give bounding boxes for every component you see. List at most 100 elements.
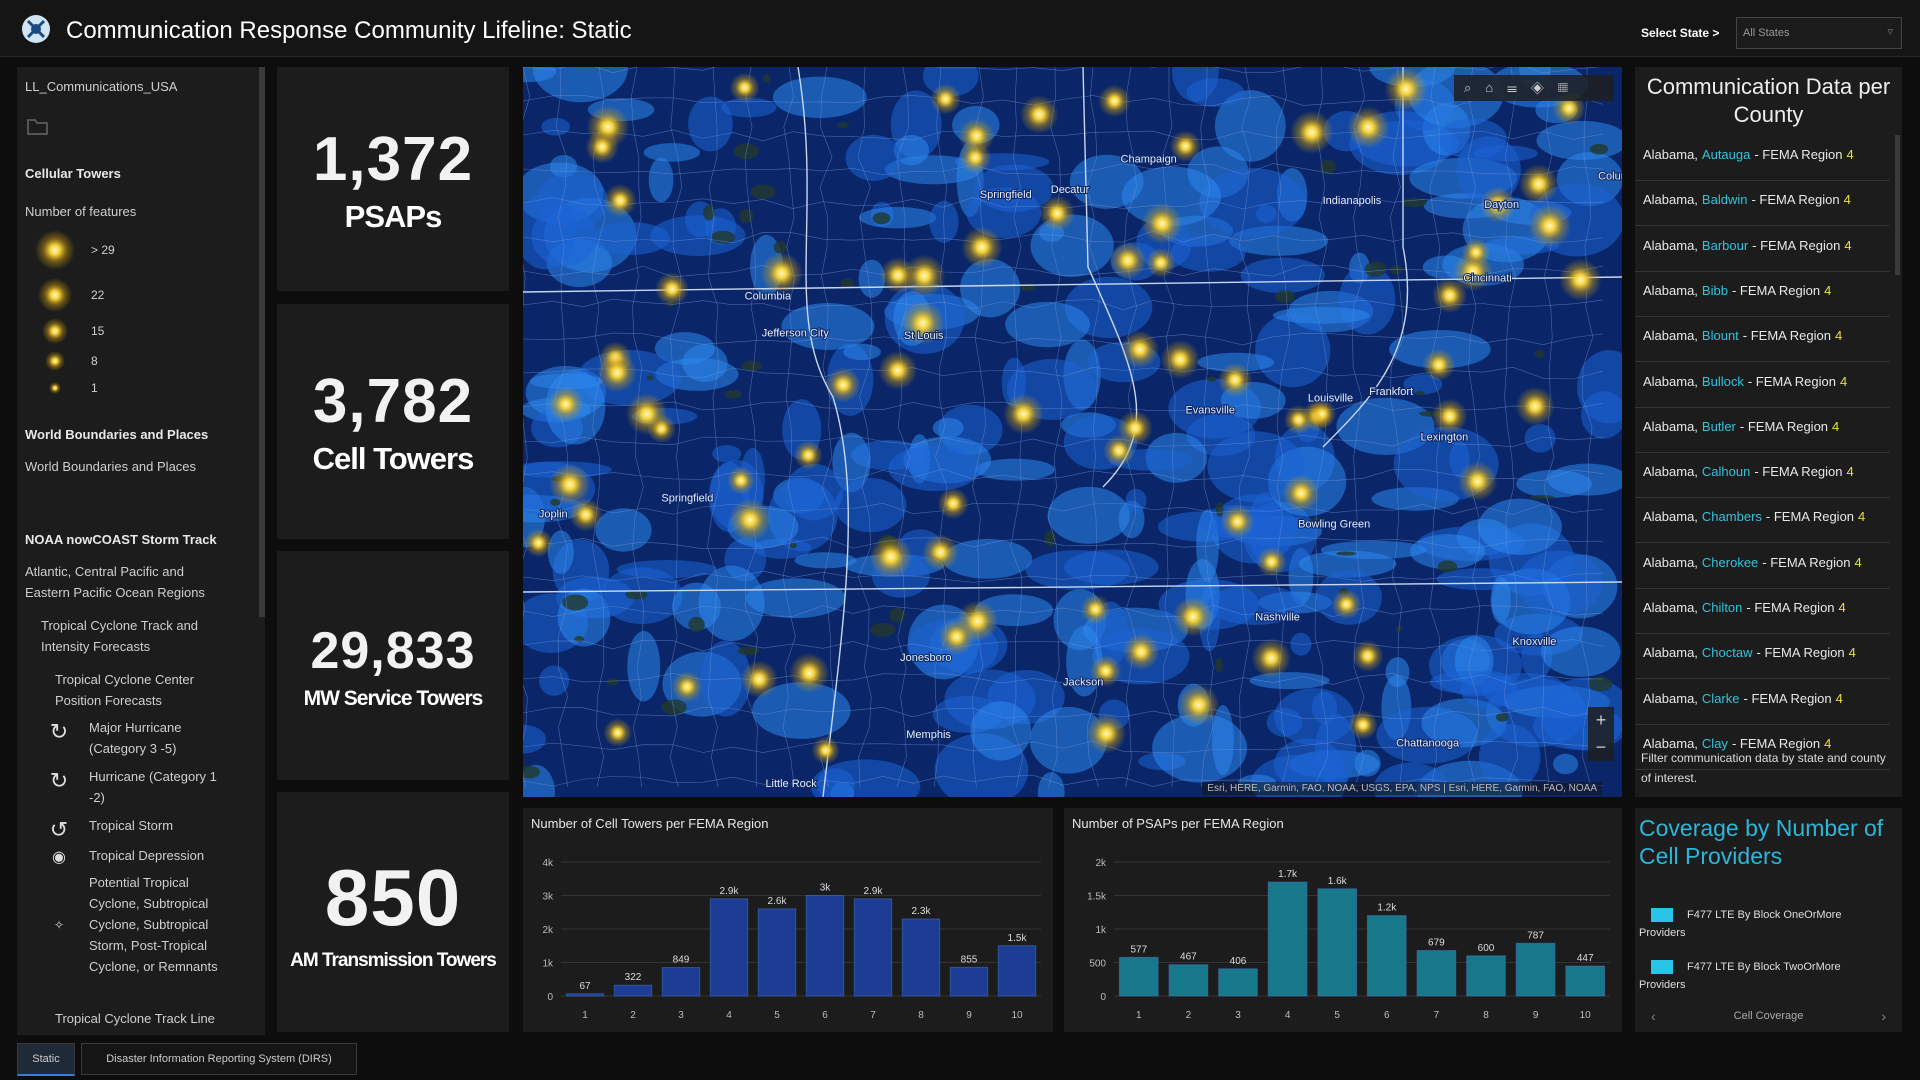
tower-cluster[interactable] xyxy=(1256,546,1287,577)
tower-cluster[interactable] xyxy=(1432,277,1468,314)
tower-cluster[interactable] xyxy=(1080,594,1111,625)
tower-cluster[interactable] xyxy=(869,535,913,579)
tower-cluster[interactable] xyxy=(938,618,975,655)
tower-cluster[interactable] xyxy=(1089,655,1122,687)
scrollbar[interactable] xyxy=(1895,135,1900,275)
tower-cluster[interactable] xyxy=(524,528,553,558)
tower-cluster[interactable] xyxy=(902,254,946,298)
bar[interactable] xyxy=(661,967,701,997)
tower-cluster[interactable] xyxy=(961,226,1003,268)
tower-cluster[interactable] xyxy=(549,463,591,506)
tower-cluster[interactable] xyxy=(1098,84,1131,118)
bar[interactable] xyxy=(901,918,941,997)
tower-cluster[interactable] xyxy=(1527,203,1572,248)
tower-cluster[interactable] xyxy=(1282,474,1320,512)
bar[interactable] xyxy=(1317,888,1358,997)
county-item[interactable]: Alabama, Autauga - FEMA Region 4 xyxy=(1643,147,1858,162)
tower-cluster[interactable] xyxy=(1122,633,1160,671)
bar[interactable] xyxy=(1118,956,1159,997)
county-item[interactable]: Alabama, Chambers - FEMA Region 4 xyxy=(1643,509,1869,524)
tower-cluster[interactable] xyxy=(1217,362,1253,398)
tower-cluster[interactable] xyxy=(625,392,668,435)
bar[interactable] xyxy=(805,895,845,997)
tower-cluster[interactable] xyxy=(729,498,772,541)
tab[interactable]: Disaster Information Reporting System (D… xyxy=(81,1043,357,1075)
tower-cluster[interactable] xyxy=(603,183,637,218)
zoom-controls[interactable]: + − xyxy=(1588,707,1614,761)
tower-cluster[interactable] xyxy=(1172,596,1214,637)
county-item[interactable]: Alabama, Bullock - FEMA Region 4 xyxy=(1643,374,1851,389)
tower-cluster[interactable] xyxy=(729,72,760,103)
county-item[interactable]: Alabama, Baldwin - FEMA Region 4 xyxy=(1643,192,1855,207)
tower-cluster[interactable] xyxy=(1103,434,1135,467)
tower-cluster[interactable] xyxy=(1086,713,1127,754)
tower-cluster[interactable] xyxy=(937,487,969,520)
tower-cluster[interactable] xyxy=(1384,67,1428,111)
tower-cluster[interactable] xyxy=(1177,684,1220,726)
next-button[interactable]: › xyxy=(1881,1008,1886,1024)
tower-cluster[interactable] xyxy=(655,272,690,306)
tower-cluster[interactable] xyxy=(1141,203,1183,245)
tower-cluster[interactable] xyxy=(1120,330,1159,369)
tower-cluster[interactable] xyxy=(878,350,918,390)
tower-cluster[interactable] xyxy=(930,83,962,115)
tower-cluster[interactable] xyxy=(789,653,830,693)
tower-cluster[interactable] xyxy=(1518,164,1559,204)
tower-cluster[interactable] xyxy=(958,118,995,154)
bar[interactable] xyxy=(1267,881,1308,997)
tower-cluster[interactable] xyxy=(740,660,778,698)
tower-cluster[interactable] xyxy=(1515,386,1555,426)
tower-cluster[interactable] xyxy=(1331,589,1362,620)
tower-cluster[interactable] xyxy=(1109,241,1147,280)
tower-cluster[interactable] xyxy=(1251,638,1291,678)
bar[interactable] xyxy=(1218,968,1258,997)
tower-cluster[interactable] xyxy=(811,736,840,765)
tower-cluster[interactable] xyxy=(1169,130,1202,162)
tower-cluster[interactable] xyxy=(569,498,603,532)
tower-cluster[interactable] xyxy=(1160,339,1200,379)
tower-cluster[interactable] xyxy=(1289,110,1334,155)
tower-cluster[interactable] xyxy=(1347,106,1390,149)
bar[interactable] xyxy=(613,984,653,997)
county-item[interactable]: Alabama, Barbour - FEMA Region 4 xyxy=(1643,238,1856,253)
bar[interactable] xyxy=(1366,915,1407,997)
bar[interactable] xyxy=(1416,950,1457,997)
bar[interactable] xyxy=(757,908,797,997)
tower-cluster[interactable] xyxy=(1479,186,1516,223)
tower-cluster[interactable] xyxy=(1003,393,1044,435)
county-item[interactable]: Alabama, Clay - FEMA Region 4 xyxy=(1643,736,1835,751)
bar[interactable] xyxy=(1565,965,1606,997)
tower-cluster[interactable] xyxy=(597,352,637,393)
tower-cluster[interactable] xyxy=(585,130,619,164)
tower-cluster[interactable] xyxy=(726,466,756,495)
bar[interactable] xyxy=(1515,942,1556,997)
tower-cluster[interactable] xyxy=(603,718,633,748)
tab[interactable]: Static xyxy=(17,1043,75,1076)
tower-cluster[interactable] xyxy=(1457,461,1498,502)
tower-cluster[interactable] xyxy=(671,671,703,703)
tower-cluster[interactable] xyxy=(1019,95,1059,134)
county-item[interactable]: Alabama, Bibb - FEMA Region 4 xyxy=(1643,283,1835,298)
tower-cluster[interactable] xyxy=(1422,348,1456,382)
tower-cluster[interactable] xyxy=(1351,639,1384,672)
map-canvas[interactable]: Springfield Champaign Decatur Indianapolis C… xyxy=(523,67,1622,797)
county-item[interactable]: Alabama, Blount - FEMA Region 4 xyxy=(1643,328,1846,343)
tower-cluster[interactable] xyxy=(1348,710,1378,740)
tower-cluster[interactable] xyxy=(1283,404,1314,435)
county-item[interactable]: Alabama, Clarke - FEMA Region 4 xyxy=(1643,691,1847,706)
bar[interactable] xyxy=(949,966,989,997)
bar[interactable] xyxy=(997,945,1037,997)
prev-button[interactable]: ‹ xyxy=(1651,1008,1656,1024)
tower-cluster[interactable] xyxy=(1039,195,1076,232)
tower-cluster[interactable] xyxy=(1461,238,1491,267)
tower-cluster[interactable] xyxy=(1559,258,1602,302)
tower-cluster[interactable] xyxy=(1307,399,1337,429)
map[interactable]: Springfield Champaign Decatur Indianapolis C… xyxy=(523,67,1622,797)
county-item[interactable]: Alabama, Cherokee - FEMA Region 4 xyxy=(1643,555,1866,570)
bar[interactable] xyxy=(565,993,605,997)
tower-cluster[interactable] xyxy=(1431,398,1468,435)
bar[interactable] xyxy=(853,898,893,997)
tower-cluster[interactable] xyxy=(1220,504,1255,539)
county-item[interactable]: Alabama, Choctaw - FEMA Region 4 xyxy=(1643,645,1860,660)
county-item[interactable]: Alabama, Chilton - FEMA Region 4 xyxy=(1643,600,1850,615)
